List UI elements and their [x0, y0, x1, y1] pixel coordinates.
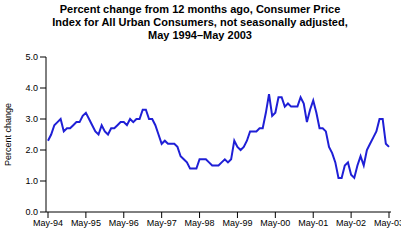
svg-text:May-99: May-99 — [222, 218, 252, 228]
svg-text:Percent change: Percent change — [8, 103, 13, 166]
svg-text:May-02: May-02 — [336, 218, 366, 228]
svg-text:4.0: 4.0 — [25, 83, 38, 93]
svg-text:May-96: May-96 — [109, 218, 139, 228]
svg-text:5.0: 5.0 — [25, 52, 38, 62]
svg-text:0.0: 0.0 — [25, 207, 38, 217]
svg-text:May-00: May-00 — [260, 218, 290, 228]
svg-text:3.0: 3.0 — [25, 114, 38, 124]
svg-text:May-03: May-03 — [374, 218, 393, 228]
svg-text:May-01: May-01 — [298, 218, 328, 228]
html-text:Percent change from 12 months: Percent change from 12 months ago, Consu… — [52, 3, 348, 41]
svg-text:May-94: May-94 — [33, 218, 63, 228]
svg-text:May-97: May-97 — [147, 218, 177, 228]
svg-text:1.0: 1.0 — [25, 176, 38, 186]
svg-text:May-95: May-95 — [71, 218, 101, 228]
svg-text:2.0: 2.0 — [25, 145, 38, 155]
svg-text:May-98: May-98 — [185, 218, 215, 228]
